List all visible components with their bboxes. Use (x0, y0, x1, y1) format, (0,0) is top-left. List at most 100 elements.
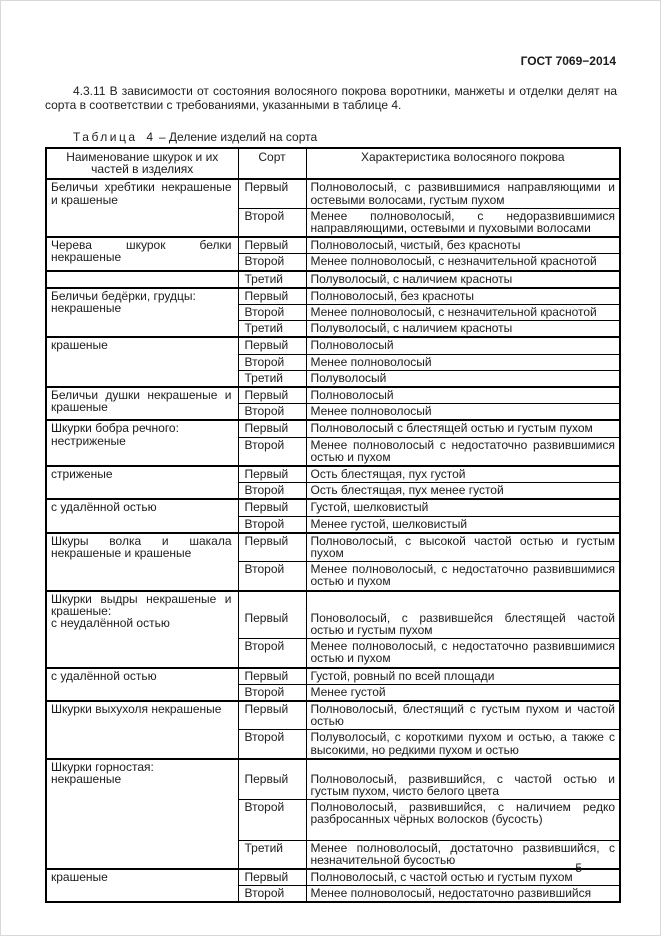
page-number: 5 (575, 861, 582, 875)
table-row: Второй Менее полноволосый (46, 403, 620, 421)
group-name-cell: стриженые (46, 465, 238, 500)
group-name-cell: Шкурки выхухоля некрашеные (46, 700, 238, 759)
characteristic-cell: Менее полноволосый, с недостаточно разви… (305, 561, 620, 591)
sort-cell: Второй (237, 799, 306, 841)
group-name-cell: Беличьи душки некрашеные и крашеные (46, 386, 238, 421)
characteristic-cell: Менее полноволосый, с незначительной кра… (305, 253, 620, 271)
table-row: Второй Менее полноволосый, с незначитель… (46, 304, 620, 321)
group-name-cell: Шкурки горностая: некрашеные (46, 758, 238, 869)
characteristic-cell: Полноволосый (305, 336, 620, 355)
sort-cell: Второй (237, 436, 306, 467)
table-row: Второй Менее полноволосый (46, 353, 620, 371)
sort-cell: Второй (237, 304, 306, 321)
table-row: с удалённой остью Первый Густой, шелкови… (46, 498, 620, 533)
characteristic-cell: Менее полноволосый с недостаточно развив… (305, 436, 620, 467)
sort-cell: Второй (237, 482, 306, 500)
group-name-cell: Шкуры волка и шакала некрашеные и крашен… (46, 532, 238, 591)
sort-cell: Второй (237, 253, 306, 271)
group-name-cell: Беличьи хребтики некрашеные и крашеные (46, 178, 238, 238)
characteristic-cell: Менее полноволосый, недостаточно развивш… (305, 885, 620, 903)
group-name-cell (46, 270, 238, 288)
table-row: Второй Менее полноволосый, с недоразвивш… (46, 207, 620, 238)
characteristic-cell: Менее полноволосый (305, 353, 620, 371)
table-group: Шкурки выдры некрашеные и крашеные: с не… (46, 590, 620, 668)
table-group: Беличьи душки некрашеные и крашеные Перв… (46, 386, 620, 421)
table-row: Первый Поноволосый, с развившейся блестя… (46, 610, 620, 639)
table-row: Второй Менее полноволосый, с недостаточн… (46, 638, 620, 668)
characteristic-cell (305, 590, 620, 611)
characteristic-cell: Поноволосый, с развившейся блестящей час… (305, 610, 620, 639)
body-paragraph: 4.3.11 В зависимости от состояния волося… (45, 84, 617, 112)
characteristic-cell: Полноволосый, с развившимися направляющи… (305, 178, 620, 209)
group-name-cell: с удалённой остью (46, 498, 238, 533)
sort-cell: Первый (237, 532, 306, 562)
sort-cell: Первый (237, 667, 306, 685)
table-group: крашеные Первый Полноволосый, с частой о… (46, 868, 620, 903)
table-row: Второй Ость блестящая, пух менее густой (46, 482, 620, 500)
table-group: стриженые Первый Ость блестящая, пух гус… (46, 465, 620, 500)
table-row: Третий Менее полноволосый, достаточно ра… (46, 839, 620, 869)
table-row: Второй Менее густой, шелковистый (46, 515, 620, 533)
characteristic-cell: Ость блестящая, пух менее густой (305, 482, 620, 500)
sort-cell: Первый (237, 236, 306, 254)
sort-cell: Первый (237, 386, 306, 404)
group-name-cell: Шкурки выдры некрашеные и крашеные: с не… (46, 590, 238, 668)
group-name-cell: Шкурки бобра речного: нестриженые (46, 419, 238, 467)
characteristic-cell: Полноволосый, с высокой частой остью и г… (305, 532, 620, 562)
sort-cell: Второй (237, 885, 306, 903)
table-row: Второй Полуволосый, с короткими пухом и … (46, 729, 620, 759)
table-row: Третий Полуволосый, с наличием красноты (46, 270, 620, 288)
table-caption: Таблица 4 – Деление изделий на сорта (73, 131, 660, 144)
table-row: Второй Менее полноволосый, с недостаточн… (46, 561, 620, 591)
sort-cell: Первый (237, 419, 306, 438)
characteristic-cell: Густой, ровный по всей площади (305, 667, 620, 685)
column-header-sort: Сорт (237, 148, 306, 180)
characteristic-cell: Менее полноволосый (305, 403, 620, 421)
table-group: с удалённой остью Первый Густой, ровный … (46, 666, 620, 701)
table-row: Второй Полноволосый, развившийся, с нали… (46, 799, 620, 841)
sort-cell: Первый (237, 336, 306, 355)
sort-cell: Первый (237, 700, 306, 730)
table-caption-title: – Деление изделий на сорта (158, 130, 318, 144)
sort-cell: Второй (237, 515, 306, 533)
characteristic-cell: Полноволосый (305, 386, 620, 404)
sort-cell: Первый (237, 287, 306, 305)
sort-cell: Третий (237, 369, 306, 388)
characteristic-cell: Менее полноволосый, достаточно развивший… (305, 839, 620, 869)
column-header-name: Наименование шкурок и их частей в издели… (66, 150, 219, 177)
sort-cell: Второй (237, 638, 306, 668)
characteristic-cell: Менее полноволосый, с незначительной кра… (305, 304, 620, 321)
table-row: Второй Менее густой (46, 683, 620, 701)
characteristic-cell: Полноволосый, развившийся, с наличием ре… (305, 799, 620, 841)
characteristic-cell: Полноволосый, блестящий с густым пухом и… (305, 700, 620, 730)
table-row: Беличьи душки некрашеные и крашеные Перв… (46, 386, 620, 421)
characteristic-cell: Менее густой (305, 683, 620, 701)
characteristic-cell: Полуволосый, с короткими пухом и остью, … (305, 729, 620, 759)
characteristic-cell: Полноволосый, чистый, без красноты (305, 236, 620, 254)
sort-cell: Второй (237, 729, 306, 759)
sort-cell (237, 590, 306, 611)
table-row: крашеные Первый Полноволосый (46, 336, 620, 388)
characteristic-cell: Полноволосый, без красноты (305, 287, 620, 305)
table-group: Шкурки горностая: некрашеные Первый Полн… (46, 758, 620, 869)
group-name-cell: крашеные (46, 868, 238, 903)
table-row: Шкурки выхухоля некрашеные Первый Полнов… (46, 700, 620, 759)
sort-cell: Третий (237, 839, 306, 869)
table-group: Шкурки выхухоля некрашеные Первый Полнов… (46, 700, 620, 759)
doc-code: ГОСТ 7069−2014 (520, 54, 616, 68)
table-row: с удалённой остью Первый Густой, ровный … (46, 666, 620, 701)
group-name-cell: с удалённой остью (46, 666, 238, 701)
table-caption-label: Таблица 4 (73, 130, 156, 144)
table-group: Третий Полуволосый, с наличием красноты (46, 270, 620, 288)
table-row: Беличьи бедёрки, грудцы: некрашеные Перв… (46, 287, 620, 338)
table-header-row: Наименование шкурок и их частей в издели… (46, 148, 620, 180)
sort-cell: Первый (237, 465, 306, 483)
table-row: Третий Полуволосый (46, 369, 620, 388)
sort-cell: Первый (237, 498, 306, 517)
group-name-cell: крашеные (46, 336, 238, 388)
characteristic-cell: Полуволосый (305, 369, 620, 388)
characteristic-cell: Полуволосый, с наличием красноты (305, 270, 620, 288)
sort-cell: Третий (237, 270, 306, 288)
sort-cell: Первый (237, 610, 306, 639)
